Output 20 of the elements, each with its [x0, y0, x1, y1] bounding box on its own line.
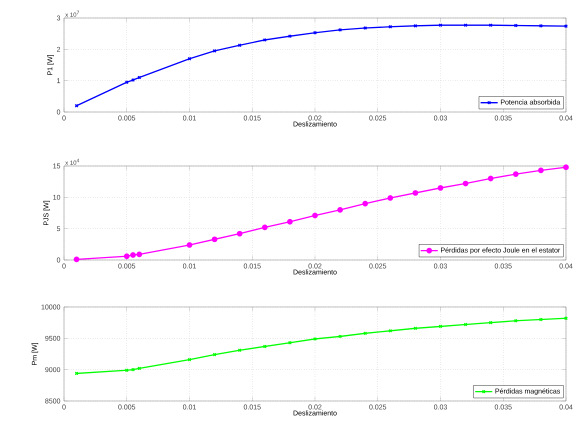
point — [538, 168, 544, 174]
point — [74, 256, 80, 262]
point — [136, 252, 142, 258]
point — [287, 218, 293, 225]
point — [337, 207, 343, 213]
point — [438, 185, 444, 191]
point — [563, 164, 569, 170]
point — [124, 253, 130, 260]
point — [462, 180, 468, 186]
point — [130, 252, 136, 258]
point — [236, 230, 243, 237]
point — [488, 176, 494, 182]
point — [312, 212, 318, 218]
point — [362, 200, 368, 206]
point — [512, 171, 519, 177]
point — [262, 224, 268, 230]
point — [412, 190, 418, 196]
point — [387, 195, 394, 201]
point — [186, 242, 192, 248]
point — [212, 236, 218, 242]
